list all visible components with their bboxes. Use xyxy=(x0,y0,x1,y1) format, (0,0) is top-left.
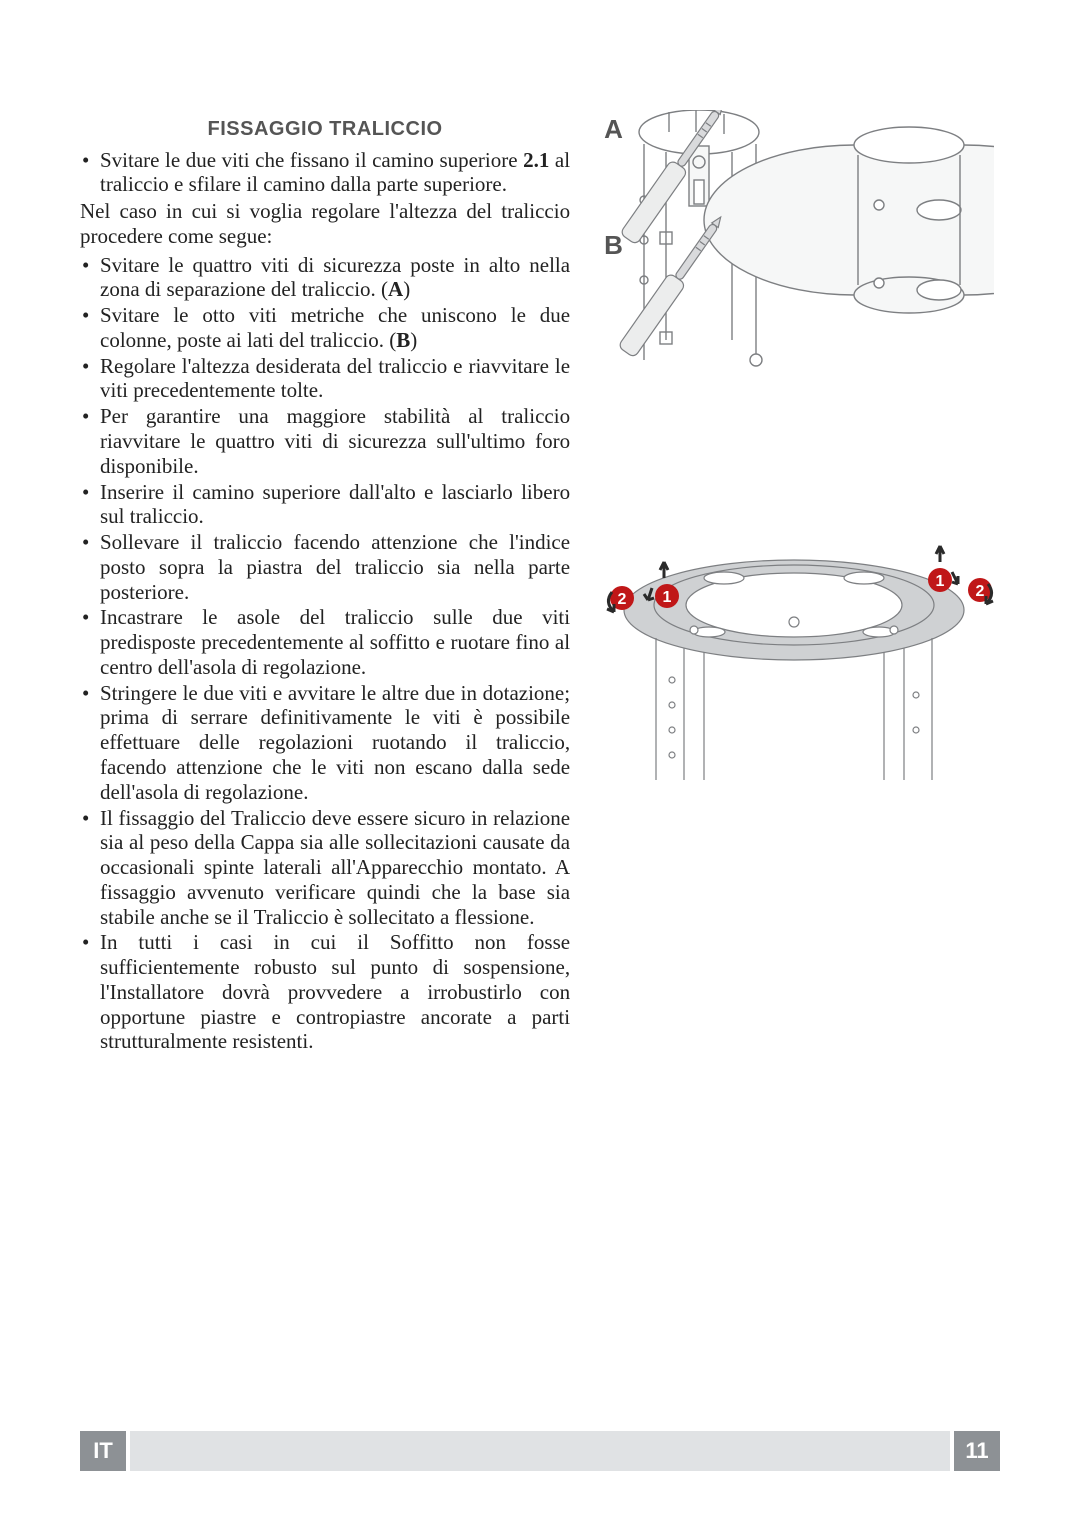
figure-1-label-a: A xyxy=(604,114,623,145)
ref-2-1: 2.1 xyxy=(523,148,549,172)
bullet-item: In tutti i casi in cui il Soffitto non f… xyxy=(80,930,570,1054)
bullet-item: Il fissaggio del Traliccio deve essere s… xyxy=(80,806,570,930)
figure-1-label-b: B xyxy=(604,230,623,261)
svg-text:1: 1 xyxy=(936,573,945,590)
page: FISSAGGIO TRALICCIO Svitare le due viti … xyxy=(0,0,1080,1529)
footer: IT 11 xyxy=(80,1431,1000,1471)
figure-column: A B xyxy=(594,110,1000,1055)
bullet-item: Stringere le due viti e avvitare le altr… xyxy=(80,681,570,805)
bullet-item: Svitare le quattro viti di sicurezza pos… xyxy=(80,253,570,303)
text-column: FISSAGGIO TRALICCIO Svitare le due viti … xyxy=(80,110,570,1055)
footer-language: IT xyxy=(80,1431,126,1471)
intro-paragraph: Nel caso in cui si voglia regolare l'alt… xyxy=(80,199,570,249)
figure-1: A B xyxy=(594,110,994,450)
bullet-item: Incastrare le asole del traliccio sulle … xyxy=(80,605,570,679)
svg-text:2: 2 xyxy=(976,583,985,600)
figure-1-svg xyxy=(594,110,994,450)
figure-2-svg: 1 2 1 2 xyxy=(594,530,994,790)
figure-2: 1 2 1 2 xyxy=(594,530,994,790)
bullet-item: Svitare le otto viti metriche che unisco… xyxy=(80,303,570,353)
svg-text:1: 1 xyxy=(663,589,672,606)
section-heading: FISSAGGIO TRALICCIO xyxy=(80,118,570,142)
footer-page-number: 11 xyxy=(954,1431,1000,1471)
svg-text:2: 2 xyxy=(618,591,627,608)
intro-bullet: Svitare le due viti che fissano il camin… xyxy=(80,148,570,198)
bullet-item: Inserire il camino superiore dall'alto e… xyxy=(80,480,570,530)
bullet-item: Regolare l'altezza desiderata del tralic… xyxy=(80,354,570,404)
footer-bar xyxy=(130,1431,950,1471)
bullet-item: Sollevare il traliccio facendo attenzion… xyxy=(80,530,570,604)
bullet-item: Per garantire una maggiore stabilità al … xyxy=(80,404,570,478)
content-row: FISSAGGIO TRALICCIO Svitare le due viti … xyxy=(80,110,1000,1055)
bullet-list: Svitare le quattro viti di sicurezza pos… xyxy=(80,253,570,1055)
